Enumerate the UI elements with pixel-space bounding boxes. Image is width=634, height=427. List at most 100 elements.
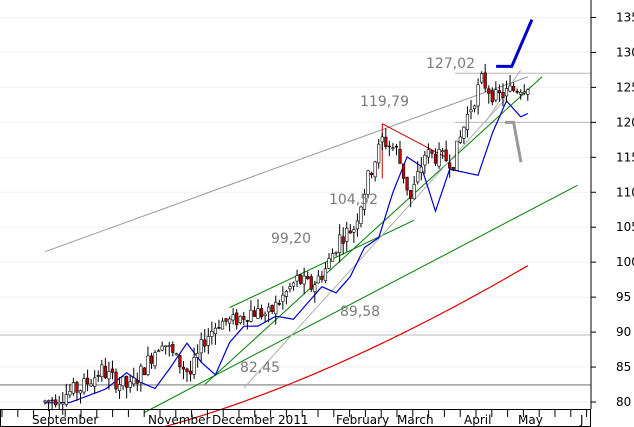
y-tick-label-85: 85 [616, 360, 631, 374]
candle-111 [437, 142, 441, 169]
x-label-march: March [397, 413, 434, 427]
candle-58 [249, 300, 253, 323]
annotation-99-20: 99,20 [271, 231, 311, 247]
trendline-4 [243, 97, 507, 389]
candle-body [277, 303, 281, 305]
candle-body [139, 365, 143, 383]
candle-body [235, 312, 239, 326]
candle-6 [64, 383, 68, 407]
candle-body [185, 368, 189, 373]
candle-89 [359, 205, 363, 228]
candle-7 [68, 383, 72, 399]
candle-body [96, 374, 100, 377]
candle-94 [377, 138, 381, 169]
candle-29 [146, 346, 150, 377]
candle-2 [50, 396, 54, 410]
candle-126 [490, 87, 494, 106]
candle-11 [82, 373, 86, 395]
candle-body [121, 376, 125, 387]
candle-body [511, 85, 516, 91]
candle-110 [433, 148, 438, 166]
candle-body [125, 376, 129, 388]
candle-body [384, 136, 388, 147]
candle-132 [511, 82, 516, 93]
candle-5 [61, 392, 65, 415]
candle-body [295, 275, 299, 282]
candle-38 [178, 355, 182, 374]
projection-blue [496, 19, 534, 68]
candle-72 [298, 273, 303, 285]
candle-70 [291, 281, 296, 291]
candle-42 [192, 347, 196, 379]
y-axis-ticks: 80 85 90 95 100 105 110 115 120 125 130 135 [591, 10, 634, 409]
candle-body [504, 88, 509, 97]
candle-body [114, 371, 118, 390]
candle-body [483, 72, 487, 89]
annotation-82-45: 82,45 [240, 360, 280, 376]
candle-body [320, 275, 324, 280]
candle-body [462, 126, 466, 139]
candle-body [203, 339, 207, 347]
candle-body [359, 206, 363, 224]
horizontal-levels [0, 72, 591, 386]
candle-79 [323, 262, 328, 284]
candle-body [160, 345, 164, 351]
candle-body [316, 275, 320, 284]
y-tick-label-115: 115 [616, 150, 634, 164]
candle-body [401, 163, 406, 179]
x-axis-labels: September November December 2011 Februar… [32, 413, 584, 427]
candle-body [355, 220, 360, 230]
candle-body [440, 150, 445, 152]
x-label-december: December [212, 413, 274, 427]
candle-62 [263, 311, 267, 323]
candle-body [199, 339, 203, 354]
candle-130 [504, 80, 509, 103]
y-tick-label-110: 110 [616, 185, 634, 199]
candle-body [146, 355, 150, 375]
candle-body [224, 318, 228, 322]
candle-body [196, 352, 200, 358]
candle-body [419, 166, 423, 173]
candle-52 [228, 316, 232, 332]
candle-body [252, 310, 257, 317]
y-tick-label-125: 125 [616, 80, 634, 94]
candle-15 [96, 370, 100, 382]
annotation-119-79: 119,79 [360, 94, 409, 110]
candle-body [476, 84, 480, 107]
candle-body [394, 145, 399, 148]
candle-113 [444, 140, 448, 162]
candle-body [213, 327, 218, 335]
candle-body [206, 336, 210, 346]
candle-body [174, 353, 178, 356]
candle-31 [153, 350, 157, 370]
candle-body [465, 113, 470, 131]
candle-body [50, 399, 54, 402]
moving-averages [45, 99, 529, 427]
candle-body [135, 380, 139, 384]
candle-33 [160, 341, 164, 352]
candle-body [291, 282, 296, 287]
candle-body [352, 229, 356, 233]
candle-123 [480, 71, 484, 85]
y-tick-label-130: 130 [616, 45, 634, 59]
annotation-104-52: 104,52 [329, 192, 378, 208]
candle-body [526, 89, 530, 95]
candle-99 [394, 143, 399, 156]
candle-73 [302, 267, 306, 295]
candle-body [188, 370, 193, 375]
candle-body [71, 382, 75, 394]
y-tick-label-120: 120 [616, 115, 634, 129]
candle-25 [132, 367, 136, 387]
candle-129 [501, 83, 505, 107]
candle-body [430, 150, 434, 154]
candle-body [64, 394, 68, 405]
candle-body [487, 88, 491, 94]
candle-body [387, 145, 391, 148]
candle-body [455, 140, 459, 171]
candle-body [490, 90, 494, 103]
moving-average-red [160, 265, 529, 427]
candle-body [259, 308, 264, 318]
moving-average-blue [45, 99, 529, 404]
candle-body [284, 291, 289, 297]
